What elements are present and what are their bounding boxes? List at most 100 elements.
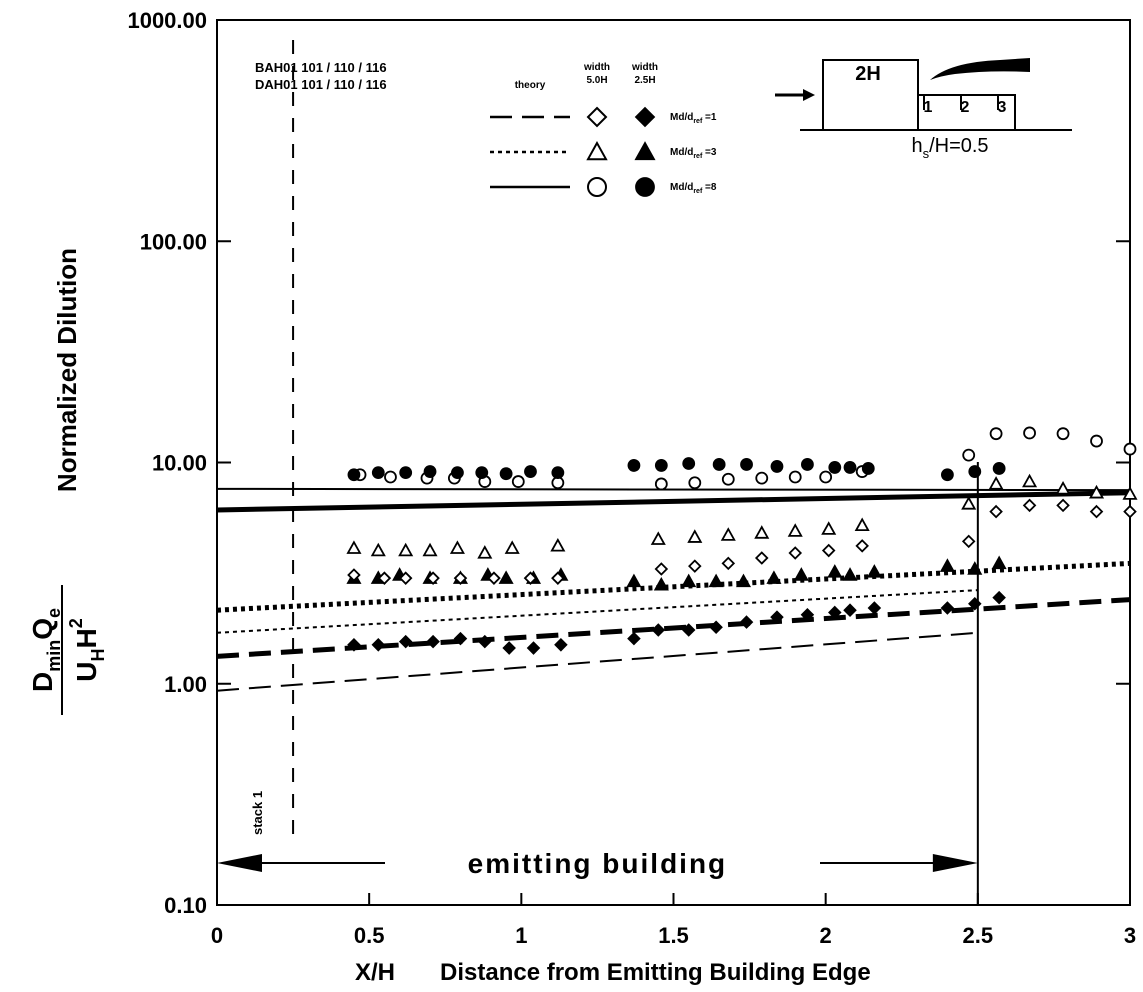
theory-line bbox=[216, 631, 978, 692]
marker-diamond bbox=[551, 571, 565, 585]
theory-line bbox=[216, 487, 1131, 492]
marker-circle bbox=[654, 459, 668, 472]
marker-triangle bbox=[650, 531, 666, 545]
marker-triangle bbox=[735, 573, 752, 588]
legend-label-part: Md/d bbox=[670, 112, 693, 123]
formula-part: DminQe bbox=[27, 608, 64, 692]
marker-diamond bbox=[523, 571, 538, 585]
inset-ratio-part: s bbox=[923, 146, 930, 161]
marker-triangle bbox=[754, 525, 770, 539]
legend-label: Md/dref =1 bbox=[670, 112, 717, 125]
formula-base: U bbox=[71, 662, 102, 682]
legend-label-part: ref bbox=[693, 153, 703, 160]
marker-circle bbox=[688, 476, 702, 490]
marker-circle bbox=[828, 461, 842, 474]
marker-diamond bbox=[426, 634, 440, 649]
marker-circle bbox=[755, 471, 769, 485]
legend-column-header: width bbox=[583, 62, 610, 73]
marker-triangle bbox=[449, 540, 465, 554]
legend-theory: theory bbox=[515, 80, 546, 91]
marker-triangle bbox=[586, 140, 608, 161]
marker-circle bbox=[587, 177, 607, 197]
marker-triangle bbox=[787, 523, 803, 537]
marker-triangle bbox=[653, 576, 669, 591]
x-tick-label: 0.5 bbox=[354, 923, 385, 948]
marker-circle bbox=[551, 466, 565, 480]
arrow-head bbox=[217, 854, 262, 872]
marker-diamond bbox=[371, 638, 386, 652]
marker-circle bbox=[451, 466, 464, 480]
marker-diamond bbox=[989, 504, 1003, 519]
marker-triangle bbox=[477, 545, 493, 559]
marker-diamond bbox=[961, 534, 976, 549]
marker-circle bbox=[801, 458, 814, 471]
marker-triangle bbox=[687, 529, 703, 543]
marker-triangle bbox=[988, 476, 1004, 490]
formula-sub: e bbox=[44, 608, 64, 618]
marker-diamond bbox=[821, 543, 836, 558]
building-label: emitting building bbox=[468, 848, 728, 879]
marker-circle bbox=[371, 466, 385, 480]
marker-diamond bbox=[453, 571, 468, 585]
marker-triangle bbox=[681, 573, 697, 588]
marker-circle bbox=[788, 470, 802, 484]
marker-circle bbox=[1056, 427, 1070, 441]
marker-circle bbox=[635, 177, 655, 197]
formula-sub: min bbox=[44, 640, 64, 672]
marker-circle bbox=[740, 458, 753, 471]
y-axis-label: Normalized Dilution bbox=[52, 248, 82, 492]
marker-diamond bbox=[867, 601, 882, 615]
marker-diamond bbox=[828, 605, 842, 620]
x-tick-label: 0 bbox=[211, 923, 223, 948]
x-axis-label: Distance from Emitting Building Edge bbox=[440, 959, 871, 986]
marker-triangle bbox=[346, 540, 362, 554]
marker-triangle bbox=[967, 561, 983, 575]
marker-diamond bbox=[754, 551, 769, 565]
inset-arrow-head bbox=[803, 89, 815, 101]
marker-diamond bbox=[634, 106, 656, 128]
marker-circle bbox=[347, 468, 361, 482]
theory-line bbox=[216, 597, 1131, 659]
x-tick-label: 3 bbox=[1124, 923, 1136, 948]
marker-diamond bbox=[526, 641, 541, 655]
marker-diamond bbox=[709, 620, 723, 635]
x-tick-label: 2 bbox=[820, 923, 832, 948]
y-tick-label: 1.00 bbox=[164, 672, 207, 697]
marker-circle bbox=[1090, 434, 1103, 448]
marker-diamond bbox=[800, 608, 815, 622]
marker-diamond bbox=[377, 571, 392, 585]
marker-diamond bbox=[453, 631, 468, 646]
marker-diamond bbox=[651, 623, 666, 637]
marker-triangle bbox=[1022, 473, 1038, 488]
legend-label-part: Md/d bbox=[670, 182, 693, 193]
arrow-head bbox=[932, 854, 978, 872]
marker-circle bbox=[475, 466, 489, 480]
marker-circle bbox=[992, 462, 1006, 475]
inset-ratio-part: h bbox=[911, 135, 922, 157]
marker-triangle bbox=[504, 540, 520, 554]
marker-diamond bbox=[721, 556, 736, 571]
formula-part: UHH2 bbox=[66, 618, 108, 681]
y-tick-label: 100.00 bbox=[140, 229, 207, 254]
marker-circle bbox=[627, 459, 641, 472]
run-id: DAH01 101 / 110 / 116 bbox=[255, 77, 387, 92]
marker-diamond bbox=[487, 571, 501, 585]
marker-circle bbox=[721, 472, 735, 486]
marker-circle bbox=[968, 465, 982, 478]
marker-triangle bbox=[1088, 484, 1105, 499]
inset-block: 2H bbox=[855, 63, 881, 85]
marker-diamond bbox=[586, 106, 608, 128]
marker-diamond bbox=[398, 571, 413, 585]
legend-label-part: Md/d bbox=[670, 147, 693, 158]
marker-diamond bbox=[347, 638, 361, 652]
marker-triangle bbox=[1122, 486, 1138, 500]
marker-circle bbox=[712, 458, 726, 471]
y-tick-label: 0.10 bbox=[164, 893, 207, 918]
inset-ratio-part: /H=0.5 bbox=[929, 135, 988, 157]
inset-position-label: 3 bbox=[998, 99, 1007, 116]
legend-label: Md/dref =8 bbox=[670, 182, 717, 195]
marker-circle bbox=[770, 460, 784, 473]
x-axis-symbol: X/H bbox=[355, 959, 395, 986]
